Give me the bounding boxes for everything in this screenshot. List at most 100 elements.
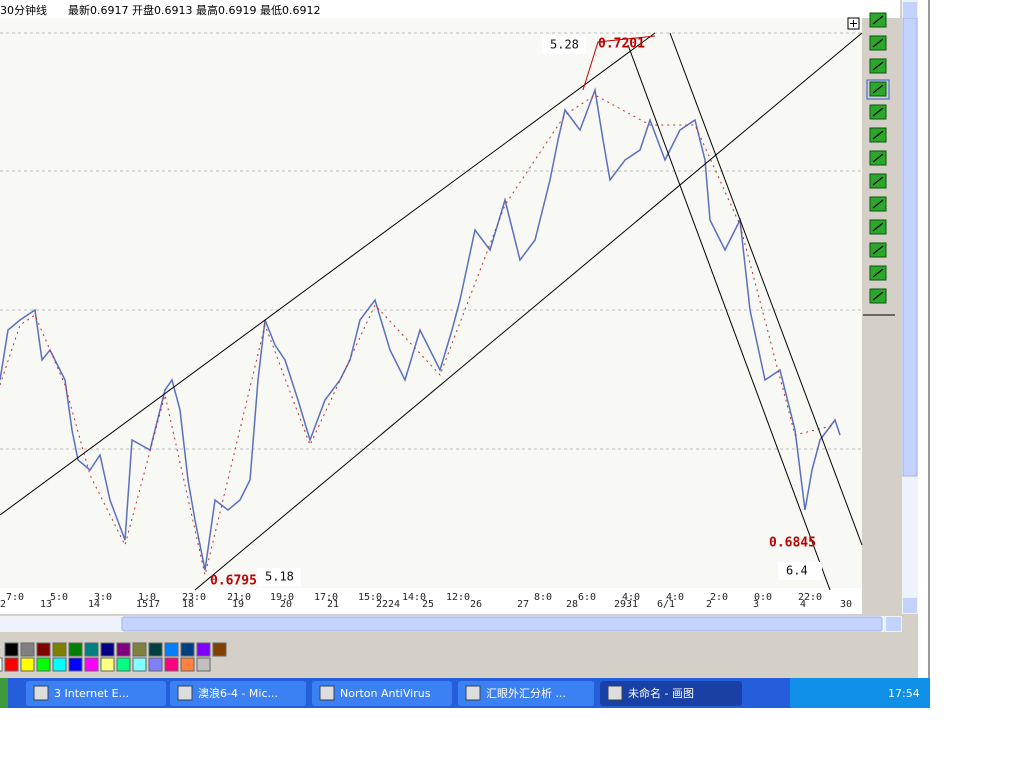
color-swatch[interactable] [100,657,115,672]
tool-icon [872,291,884,301]
price-bars [0,87,841,571]
color-swatch[interactable] [68,642,83,657]
taskbar-button[interactable] [458,681,594,706]
tool-icon [872,84,884,94]
start-button[interactable] [0,678,8,708]
tray [790,678,930,708]
taskbar-button[interactable] [312,681,452,706]
time-label: 17:0 [314,592,338,603]
tool-icon [872,268,884,278]
tool-icon [872,107,884,117]
color-swatch[interactable] [84,657,99,672]
color-swatch[interactable] [164,657,179,672]
date-label: 27 [517,599,529,610]
time-label: 23:0 [182,592,206,603]
v-scroll-thumb[interactable] [902,17,918,477]
taskbar-icon [33,685,49,701]
color-swatch[interactable] [20,657,35,672]
annotation: 5.28 [550,38,579,52]
tool-icon [872,38,884,48]
date-label: 2 [706,599,712,610]
expand-icon [850,20,857,27]
time-label: 2:0 [710,592,728,603]
time-label: 5:0 [50,592,68,603]
taskbar-label: Norton AntiVirus [340,687,431,700]
color-swatch[interactable] [180,642,195,657]
tool-highlight [866,79,890,100]
date-label: 6/1 [657,599,675,610]
color-swatch[interactable] [148,642,163,657]
time-label: 3:0 [94,592,112,603]
taskbar-label: 汇眼外汇分析 ... [486,686,566,700]
color-swatch[interactable] [52,642,67,657]
label-bg [778,562,822,580]
annotation: 6.4 [786,564,808,578]
color-swatch[interactable] [196,642,211,657]
color-swatch[interactable] [132,642,147,657]
color-swatch[interactable] [4,642,19,657]
color-swatch[interactable] [212,642,227,657]
info-bar [0,0,900,18]
time-label: 19:0 [270,592,294,603]
date-label: 25 [422,599,434,610]
annotation: 0.7201 [598,37,645,52]
color-swatch[interactable] [132,657,147,672]
taskbar-icon [319,685,335,701]
h-scroll-thumb[interactable] [121,616,883,632]
scroll-right[interactable] [886,617,901,631]
color-swatch[interactable] [20,642,35,657]
color-swatch[interactable] [164,642,179,657]
date-label: 3 [753,599,759,610]
color-swatch[interactable] [0,657,3,672]
date-label: 20 [280,599,292,610]
scroll-down[interactable] [903,598,917,613]
tool-icon [872,176,884,186]
color-swatch[interactable] [36,642,51,657]
tool-icon [872,61,884,71]
color-swatch[interactable] [148,657,163,672]
color-swatch[interactable] [4,657,19,672]
tool-icon [872,130,884,140]
tool-icon [872,15,884,25]
annotation: 0.6795 [210,574,257,589]
time-label: 4:0 [666,592,684,603]
taskbar-button[interactable] [170,681,306,706]
label-bg [542,36,586,54]
date-label: 26 [470,599,482,610]
color-swatch[interactable] [84,642,99,657]
date-label: 2224 [376,599,400,610]
period-label: 30分钟线 [0,3,47,17]
tool-icon [872,199,884,209]
tool-icon [872,153,884,163]
quote-label: 最新0.6917 开盘0.6913 最高0.6919 最低0.6912 [68,3,320,17]
taskbar-icon [177,685,193,701]
color-swatch[interactable] [68,657,83,672]
date-label: 19 [232,599,244,610]
time-label: 15:0 [358,592,382,603]
scroll-up[interactable] [903,2,917,17]
color-swatch[interactable] [116,642,131,657]
axis-area [0,588,862,614]
date-label: 30 [840,599,852,610]
date-label: 28 [566,599,578,610]
date-label: 4 [800,599,806,610]
color-swatch[interactable] [100,642,115,657]
color-swatch[interactable] [36,657,51,672]
taskbar-label: 3 Internet E... [54,687,129,700]
high-marker [582,35,656,91]
date-label: 2931 [614,599,638,610]
taskbar-button[interactable] [600,681,742,706]
color-swatch[interactable] [116,657,131,672]
color-swatch[interactable] [180,657,195,672]
color-swatch[interactable] [52,657,67,672]
taskbar-button[interactable] [26,681,166,706]
chart-area [0,18,862,588]
channel-lines [0,32,863,591]
color-swatch[interactable] [196,657,211,672]
date-label: 2 [0,599,6,610]
time-label: 8:0 [534,592,552,603]
label-bg [257,568,301,586]
time-label: 12:0 [446,592,470,603]
right-edge [918,0,930,678]
